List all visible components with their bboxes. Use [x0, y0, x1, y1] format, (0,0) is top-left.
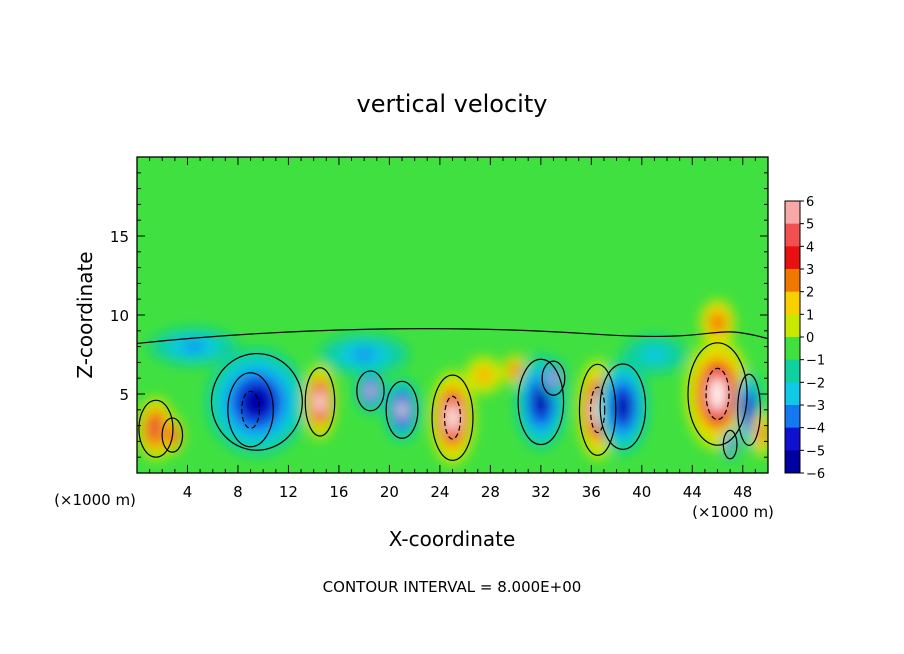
- colorbar-swatch: [785, 314, 800, 338]
- contour-line: [517, 358, 565, 446]
- velocity-cell: [149, 327, 238, 366]
- colorbar-swatch: [785, 201, 800, 225]
- velocity-cell: [540, 359, 567, 398]
- contour-interval-note: CONTOUR INTERVAL = 8.000E+00: [323, 578, 582, 596]
- x-tick-label: 40: [632, 483, 651, 501]
- contour-line: [722, 429, 738, 460]
- colorbar-label: −3: [806, 399, 825, 414]
- colorbar-label: −1: [806, 354, 825, 369]
- x-tick-label: 44: [683, 483, 702, 501]
- colorbar-label: 1: [806, 308, 814, 323]
- contour-line: [227, 372, 274, 448]
- contour-line: [578, 363, 617, 456]
- contour-line: [541, 360, 566, 396]
- colorbar-label: −2: [806, 376, 825, 391]
- contour-line-dashed: [705, 367, 730, 421]
- colorbar-label: −6: [806, 467, 825, 482]
- contour-line: [304, 367, 336, 437]
- contour-line: [687, 342, 748, 446]
- x-tick-label: 16: [329, 483, 348, 501]
- x-tick-label: 12: [279, 483, 298, 501]
- x-tick-label: 48: [733, 483, 752, 501]
- y-axis-ticks: 5 10 15: [110, 228, 129, 404]
- x-axis-label: X-coordinate: [389, 527, 516, 551]
- colorbar-swatch: [785, 382, 800, 406]
- y-tick-label: 5: [119, 386, 129, 404]
- contour-line: [385, 380, 419, 439]
- velocity-cell: [622, 335, 686, 374]
- velocity-cell: [319, 333, 409, 376]
- contour-line: [356, 370, 385, 412]
- colorbar-swatch: [785, 269, 800, 293]
- velocity-cell: [699, 299, 736, 347]
- colorbar-swatch: [785, 450, 800, 474]
- velocity-cell: [206, 348, 308, 456]
- x-tick-label: 24: [430, 483, 449, 501]
- colorbar-swatch: [785, 246, 800, 270]
- colorbar: 6 5 4 3 2 1 0 −1 −2 −3 −4 −5 −6: [784, 195, 825, 482]
- x-tick-label: 8: [233, 483, 243, 501]
- colorbar-swatch: [785, 405, 800, 429]
- contour-line-dashed: [241, 390, 261, 429]
- colorbar-label: −5: [806, 444, 825, 459]
- x-tick-label: 4: [183, 483, 193, 501]
- velocity-cell: [722, 428, 738, 461]
- plot-area: [136, 156, 769, 474]
- colorbar-label: 3: [806, 263, 814, 278]
- colorbar-label: 4: [806, 240, 814, 255]
- contour-line: [737, 373, 762, 446]
- colorbar-swatch: [785, 223, 800, 247]
- contour-line: [161, 417, 184, 453]
- contour-line: [210, 352, 303, 451]
- x-unit-label-right: (×1000 m): [692, 503, 774, 521]
- colorbar-swatch: [785, 427, 800, 451]
- x-axis-ticks: 4 8 12 16 20 24 28 32 36 40 44 48: [183, 483, 753, 501]
- colorbar-label: −4: [806, 422, 825, 437]
- colorbar-label: 6: [806, 195, 814, 210]
- x-tick-label: 28: [481, 483, 500, 501]
- x-tick-label: 32: [531, 483, 550, 501]
- contour-line: [431, 374, 474, 461]
- contour-line-dashed: [589, 386, 606, 434]
- colorbar-swatch: [785, 337, 800, 361]
- velocity-cell: [303, 363, 337, 440]
- colorbar-label: 2: [806, 286, 814, 301]
- velocity-cell: [384, 378, 420, 442]
- colorbar-label: 5: [806, 218, 814, 233]
- velocity-cell: [684, 337, 751, 451]
- x-unit-label-left: (×1000 m): [54, 491, 136, 509]
- x-tick-label: 36: [582, 483, 601, 501]
- colorbar-swatch: [785, 291, 800, 315]
- velocity-cell: [355, 368, 386, 413]
- velocity-cell: [597, 359, 649, 455]
- zero-contour: [137, 328, 768, 345]
- chart-title: vertical velocity: [357, 90, 548, 118]
- y-tick-label: 15: [110, 228, 129, 246]
- colorbar-swatch: [785, 359, 800, 383]
- contour-line-dashed: [443, 395, 462, 440]
- contour-line: [138, 399, 174, 458]
- y-tick-label: 10: [110, 307, 129, 325]
- y-axis-label: Z-coordinate: [73, 251, 97, 378]
- velocity-cell: [465, 356, 503, 394]
- colorbar-label: 0: [806, 331, 814, 346]
- x-tick-label: 20: [380, 483, 399, 501]
- velocity-cell: [751, 409, 768, 458]
- contour-line: [599, 363, 647, 450]
